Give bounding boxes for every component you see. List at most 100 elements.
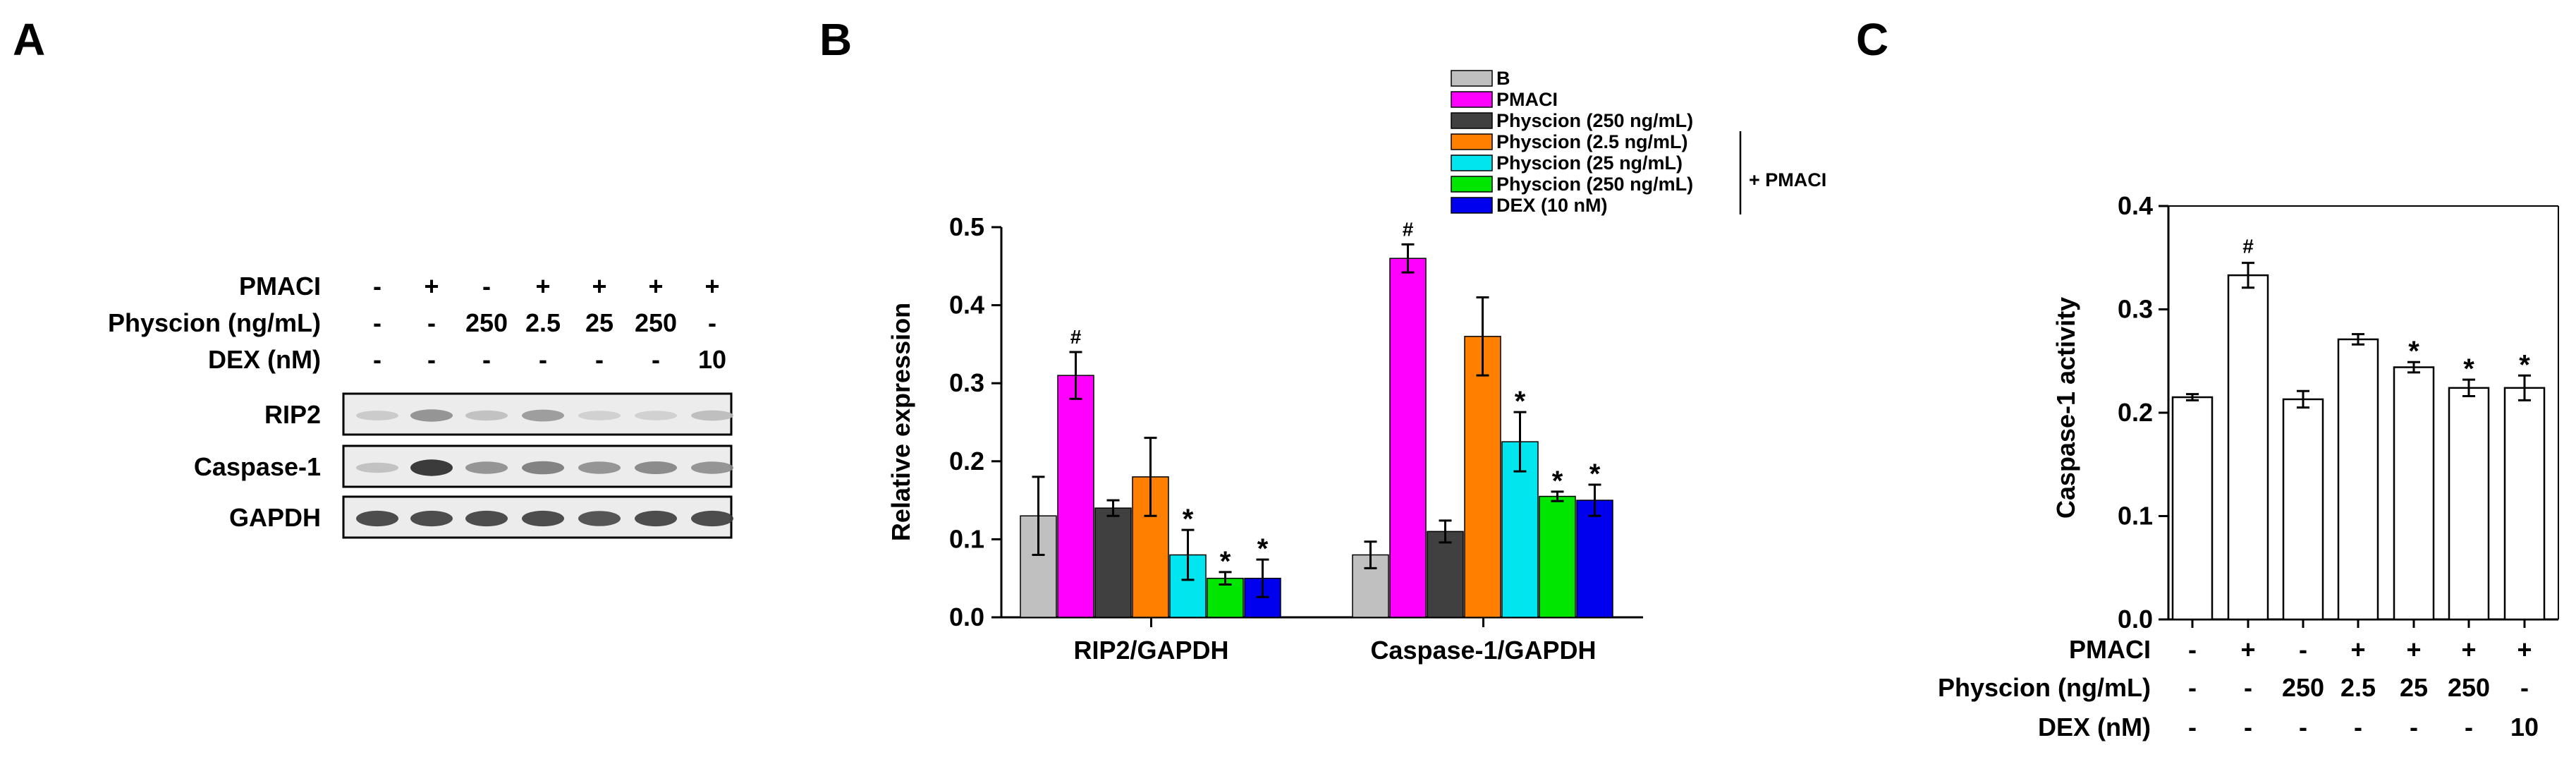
bar-phys250_pmaci-1 bbox=[1207, 577, 1244, 618]
relative-expression-chart: 0.0 0.1 0.2 0.3 0.4 0.5 Relative expression # * *… bbox=[886, 212, 1643, 665]
blot-band bbox=[578, 511, 621, 526]
treatment-cell-pmaci-1: - bbox=[373, 272, 381, 301]
y-axis-title: Relative expression bbox=[886, 303, 915, 541]
c-treatment-row-label-pmaci: PMACI bbox=[2069, 635, 2151, 664]
treatment-row-label-pmaci: PMACI bbox=[239, 272, 321, 301]
c-treatment-cell-dex-2: - bbox=[2244, 713, 2252, 741]
bar-phys250-2 bbox=[1427, 531, 1464, 618]
legend-label-1: B bbox=[1496, 68, 1510, 89]
c-treatment-row-label-dex: DEX (nM) bbox=[2038, 713, 2151, 741]
c-treatment-cell-pmaci-5: + bbox=[2406, 635, 2421, 664]
blot-band bbox=[635, 510, 677, 527]
significance-star: * bbox=[2519, 349, 2530, 380]
blot-label-caspase-1: Caspase-1 bbox=[194, 452, 321, 481]
significance-hash: # bbox=[2242, 236, 2254, 258]
y-tick-label: 0.0 bbox=[2118, 605, 2153, 634]
activity-bar-1 bbox=[2171, 396, 2214, 621]
treatment-cell-physcion-5: 25 bbox=[585, 308, 614, 337]
blot-band bbox=[635, 461, 677, 474]
x-category-label-2: Caspase-1/GAPDH bbox=[1370, 636, 1596, 665]
c-treatment-cell-physcion-4: 2.5 bbox=[2340, 673, 2376, 702]
c-treatment-cell-pmaci-2: + bbox=[2240, 635, 2255, 664]
panel-label-a: A bbox=[13, 14, 45, 65]
significance-hash: # bbox=[1070, 326, 1082, 348]
legend-swatch-3 bbox=[1451, 112, 1493, 129]
activity-bar-3 bbox=[2282, 398, 2324, 621]
treatment-cell-pmaci-4: + bbox=[535, 272, 550, 301]
bar-pmaci-2 bbox=[1389, 258, 1427, 618]
blot-label-gapdh: GAPDH bbox=[229, 503, 321, 532]
bar-phys250_pmaci-2 bbox=[1539, 495, 1576, 618]
treatment-cell-dex-1: - bbox=[373, 345, 381, 374]
y-tick-label: 0.2 bbox=[949, 447, 984, 476]
activity-bar-2 bbox=[2227, 274, 2269, 621]
legend-pmaci-note: + PMACI bbox=[1749, 169, 1826, 190]
y-tick-label: 0.2 bbox=[2118, 398, 2153, 427]
blot-band bbox=[465, 461, 508, 474]
c-treatment-cell-physcion-7: - bbox=[2520, 673, 2529, 702]
panel-label-c: C bbox=[1856, 14, 1888, 65]
significance-star: * bbox=[1515, 386, 1526, 417]
treatment-cell-physcion-3: 250 bbox=[465, 308, 508, 337]
legend-label-6: Physcion (250 ng/mL) bbox=[1496, 174, 1693, 195]
c-treatment-cell-dex-7: 10 bbox=[2510, 713, 2539, 741]
legend-swatch-6 bbox=[1451, 176, 1493, 193]
bar-phys250-1 bbox=[1094, 507, 1132, 618]
treatment-cell-dex-2: - bbox=[427, 345, 436, 374]
blot-band bbox=[691, 461, 733, 474]
c-treatment-cell-dex-5: - bbox=[2410, 713, 2418, 741]
significance-star: * bbox=[1257, 533, 1269, 564]
significance-star: * bbox=[1183, 504, 1194, 535]
y-tick-label: 0.4 bbox=[949, 291, 984, 320]
legend-swatch-1 bbox=[1451, 70, 1493, 87]
significance-star: * bbox=[1552, 466, 1563, 497]
treatment-cell-physcion-6: 250 bbox=[635, 308, 677, 337]
bar-dex-2 bbox=[1576, 499, 1613, 618]
legend-swatch-4 bbox=[1451, 133, 1493, 150]
c-treatment-cell-pmaci-1: - bbox=[2188, 635, 2197, 664]
blot-band bbox=[356, 411, 398, 420]
y-tick-label: 0.3 bbox=[2118, 295, 2153, 324]
y-tick-label: 0.4 bbox=[2118, 191, 2153, 220]
significance-star: * bbox=[1589, 459, 1601, 490]
c-treatment-cell-physcion-6: 250 bbox=[2448, 673, 2490, 702]
c-treatment-cell-physcion-5: 25 bbox=[2400, 673, 2428, 702]
legend-label-5: Physcion (25 ng/mL) bbox=[1496, 152, 1683, 174]
blot-band bbox=[410, 409, 453, 422]
activity-bar-6 bbox=[2448, 387, 2490, 621]
treatment-cell-pmaci-3: - bbox=[482, 272, 491, 301]
legend-swatch-5 bbox=[1451, 155, 1493, 171]
bar-phys2_5-2 bbox=[1464, 336, 1501, 618]
c-treatment-cell-pmaci-4: + bbox=[2350, 635, 2365, 664]
legend-label-2: PMACI bbox=[1496, 89, 1558, 110]
significance-star: * bbox=[2408, 336, 2419, 367]
c-treatment-row-label-physcion: Physcion (ng/mL) bbox=[1938, 673, 2151, 702]
treatment-row-label-physcion: Physcion (ng/mL) bbox=[108, 308, 321, 337]
c-treatment-cell-pmaci-3: - bbox=[2299, 635, 2307, 664]
treatment-cell-physcion-7: - bbox=[708, 308, 716, 337]
c-treatment-cell-physcion-1: - bbox=[2188, 673, 2197, 702]
c-treatment-cell-dex-6: - bbox=[2465, 713, 2473, 741]
c-treatment-cell-pmaci-7: + bbox=[2517, 635, 2532, 664]
treatment-cell-dex-5: - bbox=[595, 345, 604, 374]
significance-hash: # bbox=[1403, 218, 1414, 240]
c-treatment-cell-physcion-2: - bbox=[2244, 673, 2252, 702]
c-treatment-cell-dex-3: - bbox=[2299, 713, 2307, 741]
c-treatment-cell-physcion-3: 250 bbox=[2282, 673, 2324, 702]
c-treatment-cell-dex-4: - bbox=[2354, 713, 2362, 741]
treatment-cell-physcion-1: - bbox=[373, 308, 381, 337]
blot-band bbox=[465, 410, 508, 421]
c-treatment-cell-pmaci-6: + bbox=[2461, 635, 2476, 664]
significance-star: * bbox=[1220, 546, 1231, 577]
blot-band bbox=[578, 461, 621, 474]
blot-label-rip2: RIP2 bbox=[264, 400, 321, 429]
blot-band bbox=[356, 462, 398, 473]
blot-band bbox=[410, 510, 453, 527]
y-tick-label: 0.1 bbox=[949, 524, 984, 553]
blot-band bbox=[356, 510, 398, 527]
treatment-cell-pmaci-6: + bbox=[648, 272, 663, 301]
legend-label-4: Physcion (2.5 ng/mL) bbox=[1496, 131, 1688, 152]
treatment-cell-pmaci-2: + bbox=[424, 272, 439, 301]
